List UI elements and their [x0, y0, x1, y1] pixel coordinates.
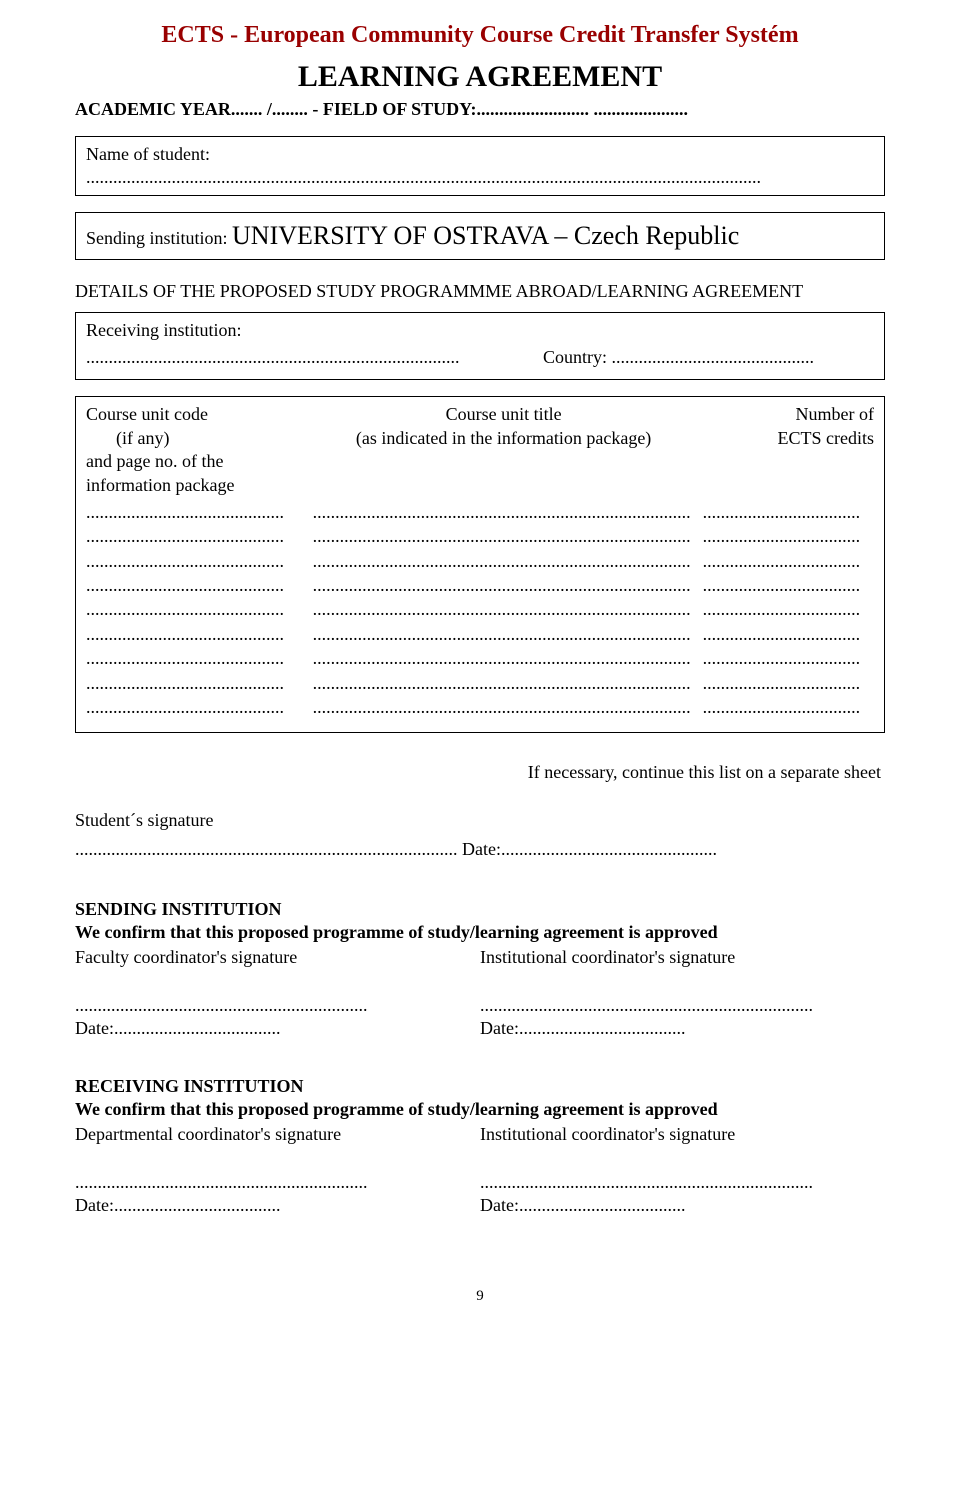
- course-row: ........................................…: [86, 623, 874, 646]
- sending-institutional-label: Institutional coordinator's signature: [480, 946, 885, 969]
- receiving-label: Receiving institution:: [86, 320, 242, 340]
- sending-inst-heading: SENDING INSTITUTION: [75, 898, 885, 921]
- details-heading: DETAILS OF THE PROPOSED STUDY PROGRAMMME…: [75, 280, 885, 303]
- sending-right-date: Date:...................................…: [480, 1017, 885, 1040]
- col3-header-l1: Number of: [701, 403, 874, 426]
- course-row-title: ........................................…: [307, 647, 691, 670]
- col3-header-l2: ECTS credits: [701, 427, 874, 450]
- receiving-left-sig-dots: ........................................…: [75, 1171, 480, 1194]
- receiving-dots: ........................................…: [86, 347, 460, 367]
- col1-header-l1: Course unit code: [86, 403, 307, 426]
- student-sig-date-line: ........................................…: [75, 838, 885, 861]
- sending-right-sig-dots: ........................................…: [480, 994, 885, 1017]
- col1-header-l4: information package: [86, 474, 307, 497]
- course-row-title: ........................................…: [307, 696, 691, 719]
- receiving-inst-heading: RECEIVING INSTITUTION: [75, 1075, 885, 1098]
- course-row: ........................................…: [86, 550, 874, 573]
- course-row-credits: ...................................: [691, 550, 874, 573]
- course-row-code: ........................................…: [86, 525, 307, 548]
- course-row-title: ........................................…: [307, 598, 691, 621]
- course-row-title: ........................................…: [307, 574, 691, 597]
- receiving-institution-block: RECEIVING INSTITUTION We confirm that th…: [75, 1075, 885, 1218]
- student-name-label: Name of student:: [86, 144, 210, 164]
- course-row-credits: ...................................: [691, 672, 874, 695]
- course-row-code: ........................................…: [86, 501, 307, 524]
- course-row-code: ........................................…: [86, 623, 307, 646]
- sending-inst-confirm: We confirm that this proposed programme …: [75, 921, 885, 944]
- course-row-code: ........................................…: [86, 672, 307, 695]
- col2-header-l2: (as indicated in the information package…: [307, 427, 701, 450]
- course-row-title: ........................................…: [307, 525, 691, 548]
- country-dots: ........................................…: [612, 347, 815, 367]
- course-row-code: ........................................…: [86, 696, 307, 719]
- course-row: ........................................…: [86, 696, 874, 719]
- student-sig-label: Student´s signature: [75, 809, 885, 832]
- course-row-credits: ...................................: [691, 501, 874, 524]
- course-row-title: ........................................…: [307, 623, 691, 646]
- receiving-institutional-label: Institutional coordinator's signature: [480, 1123, 885, 1146]
- course-row: ........................................…: [86, 647, 874, 670]
- course-row-credits: ...................................: [691, 525, 874, 548]
- sub-title: LEARNING AGREEMENT: [75, 57, 885, 96]
- receiving-right-date: Date:...................................…: [480, 1194, 885, 1217]
- course-row-credits: ...................................: [691, 598, 874, 621]
- country-label: Country:: [543, 347, 607, 367]
- receiving-institution-box: Receiving institution: .................…: [75, 312, 885, 381]
- sending-faculty-label: Faculty coordinator's signature: [75, 946, 480, 969]
- sending-left-date: Date:...................................…: [75, 1017, 480, 1040]
- receiving-left-date: Date:...................................…: [75, 1194, 480, 1217]
- student-name-dots: ........................................…: [86, 167, 761, 187]
- course-row-title: ........................................…: [307, 501, 691, 524]
- receiving-departmental-label: Departmental coordinator's signature: [75, 1123, 480, 1146]
- sending-left-sig-dots: ........................................…: [75, 994, 480, 1017]
- course-row-credits: ...................................: [691, 696, 874, 719]
- course-row-credits: ...................................: [691, 647, 874, 670]
- student-signature-block: Student´s signature ....................…: [75, 809, 885, 862]
- sending-institution-box: Sending institution: UNIVERSITY OF OSTRA…: [75, 212, 885, 260]
- course-row-code: ........................................…: [86, 647, 307, 670]
- course-row-credits: ...................................: [691, 574, 874, 597]
- receiving-right-sig-dots: ........................................…: [480, 1171, 885, 1194]
- col1-header-l3: and page no. of the: [86, 450, 307, 473]
- col1-header-l2: (if any): [86, 427, 307, 450]
- course-rows-container: ........................................…: [86, 501, 874, 720]
- course-row-code: ........................................…: [86, 574, 307, 597]
- page-number: 9: [75, 1287, 885, 1307]
- receiving-inst-confirm: We confirm that this proposed programme …: [75, 1098, 885, 1121]
- course-table-box: Course unit code (if any) and page no. o…: [75, 396, 885, 733]
- course-row: ........................................…: [86, 672, 874, 695]
- course-row: ........................................…: [86, 525, 874, 548]
- main-title: ECTS - European Community Course Credit …: [75, 20, 885, 51]
- sending-institution-name: UNIVERSITY OF OSTRAVA – Czech Republic: [232, 221, 739, 250]
- course-row-title: ........................................…: [307, 550, 691, 573]
- sending-label: Sending institution:: [86, 228, 228, 248]
- sending-institution-block: SENDING INSTITUTION We confirm that this…: [75, 898, 885, 1041]
- course-row-credits: ...................................: [691, 623, 874, 646]
- continue-note: If necessary, continue this list on a se…: [75, 761, 885, 784]
- course-row: ........................................…: [86, 501, 874, 524]
- academic-year-line: ACADEMIC YEAR....... /........ - FIELD O…: [75, 98, 885, 121]
- course-row-code: ........................................…: [86, 550, 307, 573]
- course-row: ........................................…: [86, 574, 874, 597]
- course-row-title: ........................................…: [307, 672, 691, 695]
- course-row: ........................................…: [86, 598, 874, 621]
- student-name-box: Name of student: .......................…: [75, 136, 885, 197]
- course-row-code: ........................................…: [86, 598, 307, 621]
- col2-header-l1: Course unit title: [307, 403, 701, 426]
